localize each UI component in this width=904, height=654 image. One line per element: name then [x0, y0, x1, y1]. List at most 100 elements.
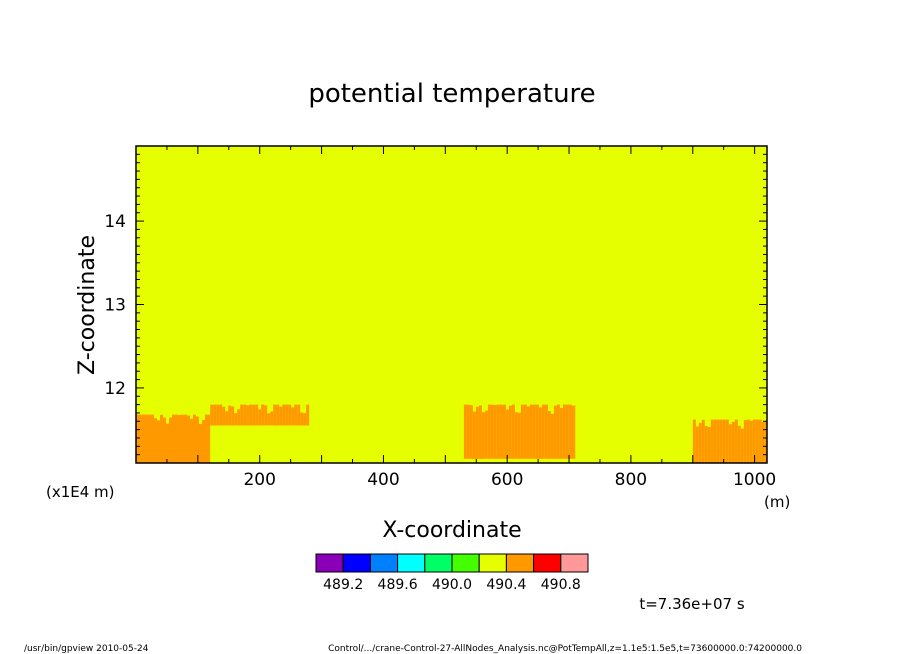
field-region-strip	[505, 409, 509, 459]
field-region-strip	[523, 404, 527, 459]
field-region-strip	[249, 404, 253, 426]
y-tick-label: 14	[104, 212, 126, 232]
field-region-strip	[175, 414, 178, 463]
field-region-strip	[559, 408, 563, 459]
colorbar-label: 489.6	[378, 577, 418, 593]
field-region-strip	[202, 420, 205, 463]
field-region-strip	[166, 423, 169, 463]
field-region-strip	[734, 419, 738, 463]
field-region-strip	[240, 404, 244, 426]
x-axis-title: X-coordinate	[382, 518, 521, 543]
field-region-strip	[511, 404, 515, 459]
field-region-strip	[178, 414, 181, 463]
colorbar-swatch	[315, 553, 344, 573]
field-region-strip	[163, 417, 166, 463]
colorbar-swatch	[424, 553, 453, 573]
field-region-strip	[193, 414, 196, 463]
field-region-strip	[725, 419, 729, 463]
x-unit-label: (m)	[764, 493, 790, 511]
field-region-strip	[713, 419, 717, 463]
field-region-strip	[303, 413, 307, 426]
colorbar-label: 489.2	[323, 577, 363, 593]
field-region-strip	[541, 404, 545, 459]
y-ticks: 12 13 14	[104, 145, 767, 464]
colorbar-swatch	[478, 553, 507, 573]
field-region-strip	[487, 404, 491, 459]
field-region-strip	[139, 414, 142, 463]
field-region-strip	[743, 419, 747, 463]
field-region-strip	[719, 419, 723, 463]
field-region-strip	[722, 419, 726, 463]
field-region-strip	[205, 414, 208, 463]
field-region-strip	[532, 404, 536, 459]
field-region-strip	[517, 412, 521, 459]
field-region-strip	[264, 405, 268, 426]
field-region-strip	[761, 421, 765, 463]
field-region-strip	[234, 413, 238, 426]
field-region-strip	[538, 407, 542, 459]
field-region-strip	[514, 412, 518, 459]
field-region-strip	[731, 421, 735, 463]
colorbar-swatch	[342, 553, 371, 573]
field-region-strip	[169, 417, 172, 463]
field-region-strip	[237, 409, 241, 426]
field-region-strip	[562, 404, 566, 459]
colorbar-swatch	[397, 553, 426, 573]
field-region-strip	[737, 425, 741, 463]
colorbar-label: 490.0	[432, 577, 472, 593]
field-region-strip	[550, 413, 554, 459]
field-region-strip	[181, 414, 184, 463]
field-region-strip	[728, 424, 732, 463]
field-region-strip	[279, 406, 283, 426]
x-tick-label: 800	[615, 470, 647, 490]
field-region-strip	[484, 410, 488, 459]
field-region-strip	[267, 413, 271, 426]
x-tick-label: 200	[243, 470, 275, 490]
field-region-strip	[136, 414, 139, 463]
field-region-strip	[151, 414, 154, 463]
field-region-strip	[306, 404, 310, 426]
footer-program: /usr/bin/gpview 2010-05-24	[24, 644, 149, 654]
field-region-strip	[208, 414, 211, 463]
field-region-strip	[243, 404, 247, 426]
field-region-strip	[529, 404, 533, 459]
field-region-strip	[231, 406, 235, 426]
colorbar-swatch	[505, 553, 535, 573]
field-region-strip	[213, 404, 217, 426]
field-region-strip	[752, 419, 756, 463]
field-region-strip	[270, 411, 274, 426]
colorbar-labels: 489.2 489.6 490.0 490.4 490.8	[323, 577, 581, 593]
field-region-strip	[160, 414, 163, 463]
field-region-strip	[746, 419, 750, 463]
field-region-strip	[478, 405, 482, 459]
field-region-strip	[568, 404, 572, 459]
field-region-strip	[219, 404, 223, 426]
field-region-strip	[273, 404, 277, 426]
field-region-strip	[469, 405, 473, 459]
field-region-strip	[216, 404, 220, 426]
x-tick-label: 600	[491, 470, 523, 490]
field-region-strip	[300, 412, 304, 426]
field-region-strip	[499, 404, 503, 459]
field-region-strip	[704, 426, 708, 463]
colorbar-swatch	[560, 553, 589, 573]
field-region-strip	[294, 404, 298, 426]
field-region-strip	[261, 404, 265, 426]
colorbar	[315, 553, 589, 573]
field-region-strip	[502, 404, 506, 459]
x-tick-label: 1000	[733, 470, 776, 490]
field-region-strip	[157, 420, 160, 463]
y-tick-label: 12	[104, 379, 126, 399]
field-region-strip	[544, 404, 548, 459]
field-region-strip	[196, 416, 199, 463]
field-region-strip	[228, 405, 232, 426]
field-region-strip	[755, 419, 759, 463]
field-region-strip	[291, 407, 295, 426]
field-region-strip	[716, 419, 720, 463]
time-label: t=7.36e+07 s	[639, 595, 745, 613]
colorbar-swatch	[533, 553, 562, 573]
field-region-strip	[764, 420, 767, 463]
field-region-strip	[475, 406, 479, 459]
field-region-strip	[526, 406, 530, 459]
